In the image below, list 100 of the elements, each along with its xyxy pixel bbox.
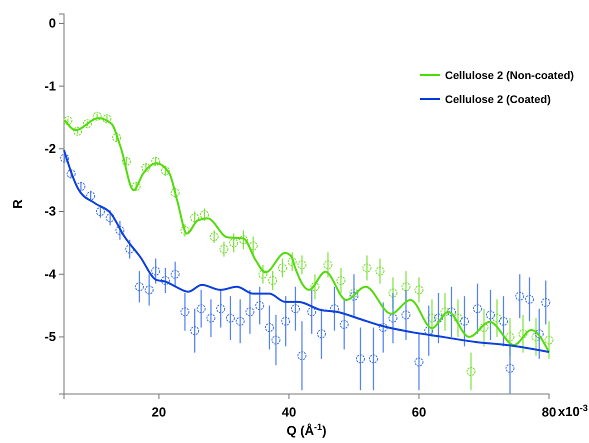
point xyxy=(290,304,300,314)
point xyxy=(506,364,514,373)
point xyxy=(216,304,226,314)
point xyxy=(356,354,365,364)
point xyxy=(170,188,180,198)
y-axis-title: R xyxy=(10,198,25,209)
point xyxy=(115,226,124,235)
y-tick-label: -1 xyxy=(44,78,56,94)
point xyxy=(125,244,134,254)
point xyxy=(60,154,70,163)
x-tick-label: 80 xyxy=(542,404,556,420)
point xyxy=(258,270,268,279)
point xyxy=(245,307,254,316)
point xyxy=(96,207,105,216)
point xyxy=(460,316,469,326)
point xyxy=(160,166,170,176)
x-tick-label: 20 xyxy=(152,404,166,420)
point xyxy=(472,304,482,314)
y-tick-label: 0 xyxy=(48,16,56,31)
point xyxy=(349,288,358,298)
point xyxy=(534,329,544,338)
point xyxy=(196,304,206,314)
point xyxy=(236,316,245,326)
point xyxy=(63,116,72,126)
point xyxy=(515,292,524,301)
point xyxy=(122,156,131,166)
point xyxy=(388,314,398,323)
point xyxy=(401,310,410,320)
point xyxy=(446,307,456,316)
point xyxy=(151,156,160,166)
point xyxy=(190,326,200,336)
point xyxy=(532,332,540,342)
point xyxy=(310,282,320,292)
point xyxy=(297,351,306,360)
point xyxy=(102,114,112,124)
point xyxy=(323,260,332,270)
point xyxy=(544,336,554,345)
point xyxy=(307,307,316,316)
point xyxy=(278,263,287,272)
point xyxy=(453,314,462,323)
point xyxy=(316,329,326,338)
y-tick-label: -5 xyxy=(44,329,56,344)
point xyxy=(492,314,502,323)
point xyxy=(434,314,443,323)
point xyxy=(180,226,190,235)
point xyxy=(160,276,170,285)
point xyxy=(271,336,280,345)
point xyxy=(264,323,274,332)
point xyxy=(66,169,76,178)
point xyxy=(112,133,122,142)
point xyxy=(486,310,495,320)
point xyxy=(281,316,290,326)
point xyxy=(226,314,235,323)
x-axis-title: Q (Å$^{-1}$) xyxy=(286,422,326,438)
point xyxy=(541,298,550,307)
point xyxy=(255,301,264,310)
point xyxy=(132,182,141,191)
point xyxy=(106,213,115,222)
y-tick-label: -2 xyxy=(44,140,56,156)
point xyxy=(525,294,534,304)
point xyxy=(268,276,278,285)
point xyxy=(330,304,339,314)
point xyxy=(424,326,434,336)
point xyxy=(518,329,528,338)
point xyxy=(480,323,488,332)
point xyxy=(388,288,398,298)
point xyxy=(92,112,102,121)
point xyxy=(349,292,358,301)
point xyxy=(378,323,388,332)
legend-label: Cellulose 2 (Coated) xyxy=(445,94,552,106)
point xyxy=(151,266,160,276)
legend-label: Cellulose 2 (Non-coated) xyxy=(445,70,574,82)
y-tick-label: -4 xyxy=(44,266,57,282)
point xyxy=(144,285,154,294)
point xyxy=(466,366,476,376)
y-tick-label: -3 xyxy=(44,204,56,219)
point xyxy=(414,285,424,294)
point xyxy=(414,358,424,366)
point xyxy=(73,126,82,136)
point xyxy=(248,242,258,250)
point xyxy=(401,282,410,292)
point xyxy=(76,182,86,191)
point xyxy=(362,263,372,272)
point xyxy=(180,307,190,316)
point xyxy=(340,320,349,329)
point xyxy=(141,163,150,172)
point xyxy=(86,191,96,200)
point xyxy=(238,235,248,244)
point xyxy=(206,314,216,323)
point xyxy=(190,213,200,222)
point xyxy=(82,119,92,128)
point xyxy=(219,244,228,254)
point xyxy=(506,332,514,342)
point xyxy=(427,314,436,323)
point xyxy=(440,307,450,316)
point xyxy=(170,270,180,279)
point xyxy=(368,354,378,364)
point xyxy=(229,238,238,248)
point xyxy=(210,232,219,242)
x-tick-label: 40 xyxy=(282,404,296,420)
